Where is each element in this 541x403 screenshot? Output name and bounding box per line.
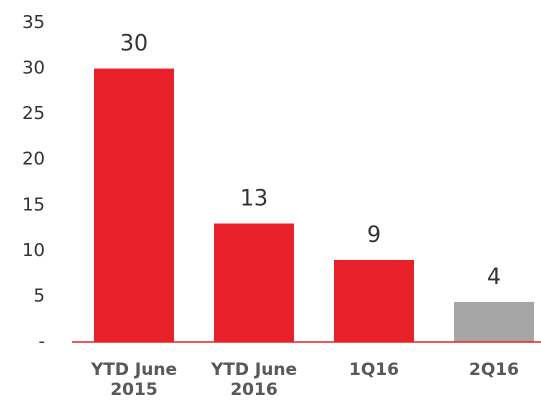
y-tick-label: 20 [22,149,45,170]
y-tick-label: 30 [22,58,45,79]
x-tick-label: 2Q16 [469,360,519,380]
x-tick-label: YTD June 2015 [91,360,177,400]
data-label: 9 [367,223,381,248]
y-tick-label: 25 [22,103,45,124]
y-tick-label: 35 [22,12,45,33]
bar [454,301,534,342]
data-label: 4 [487,265,501,290]
data-label: 30 [120,32,148,57]
y-tick-label: 10 [22,240,45,261]
x-tick-label: 1Q16 [349,360,399,380]
bar [334,259,414,342]
y-tick-label: - [39,331,46,352]
y-tick-label: 5 [34,285,45,306]
x-tick-label: YTD June 2016 [211,360,297,400]
bar [214,223,294,342]
data-label: 13 [240,187,268,212]
y-tick-label: 15 [22,194,45,215]
bar [94,68,174,343]
